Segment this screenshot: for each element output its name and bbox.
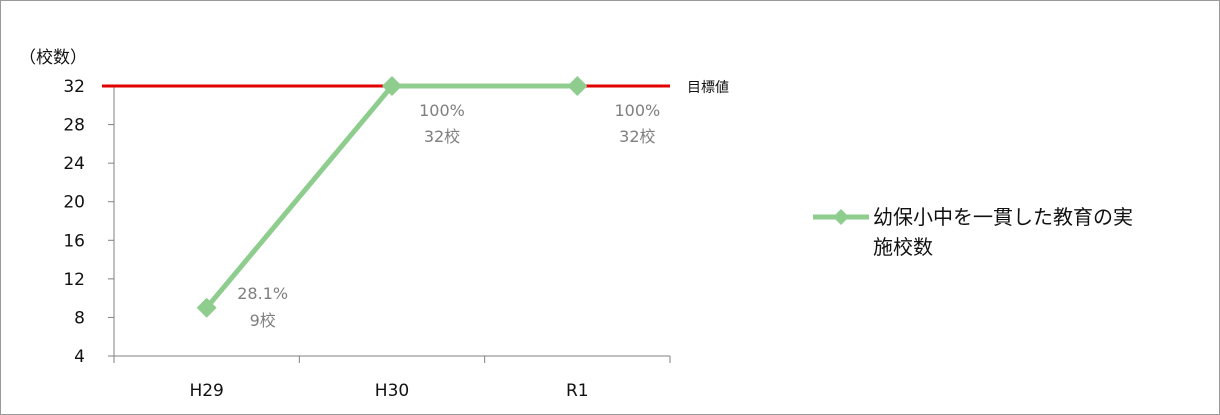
y-tick-label: 8 [74,308,85,328]
series-marker [382,76,402,96]
x-category-label: H29 [189,381,223,401]
y-tick-label: 24 [63,154,85,174]
y-tick-label: 32 [63,77,85,97]
legend-label-line-2: 施校数 [873,235,933,259]
y-tick-label: 4 [74,347,85,367]
series-line [204,83,578,310]
y-axis-unit-label: （校数） [19,48,87,68]
data-label-count: 9校 [250,311,276,330]
x-category-label: R1 [566,381,589,401]
data-label-percent: 28.1% [237,284,288,303]
axes: 4 8 12 16 20 24 28 32 H29 H30 R1 [63,77,671,401]
series-marker [567,76,588,96]
y-tick-label: 16 [63,231,85,251]
y-tick-label: 12 [63,270,85,290]
target-label: 目標値 [687,80,729,96]
data-label-count: 32校 [424,127,460,146]
data-label-count: 32校 [619,127,655,146]
data-label-percent: 100% [419,101,465,120]
data-label-percent: 100% [614,101,660,120]
y-tick-label: 20 [63,193,85,213]
data-labels-layer: 28.1% 9校 100% 32校 100% 32校 [237,101,660,330]
series-layer [196,76,588,318]
legend-label-line-1: 幼保小中を一貫した教育の実 [873,205,1133,229]
series-marker [196,297,217,318]
y-tick-label: 28 [63,116,85,136]
legend-marker-swatch [833,209,849,225]
x-category-label: H30 [375,381,409,401]
